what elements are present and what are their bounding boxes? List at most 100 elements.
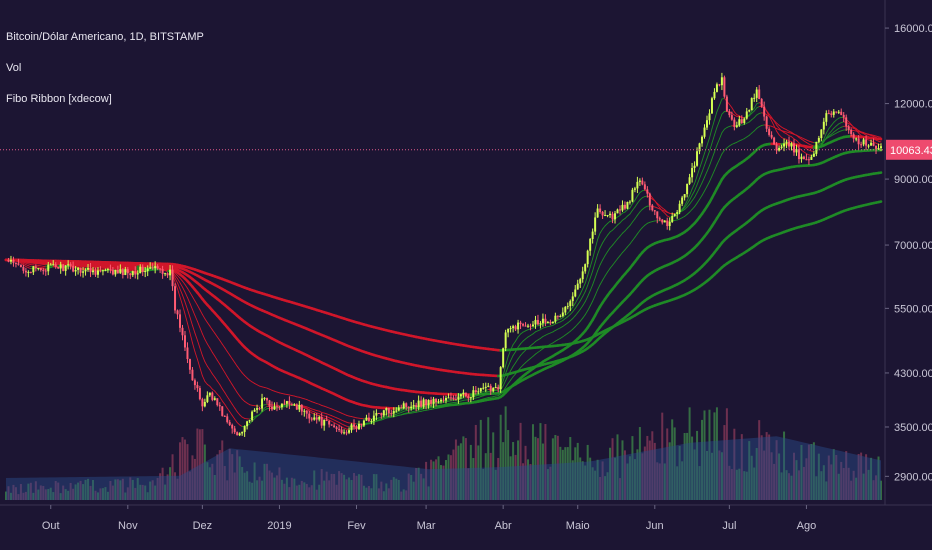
ribbon-segment-ema-34 [828, 135, 832, 138]
ribbon-segment-ema-34 [641, 224, 646, 229]
ribbon-segment-ema-8 [823, 132, 827, 140]
ribbon-segment-ema-34 [743, 136, 748, 140]
ribbon-segment-ema-13 [224, 392, 228, 398]
candle [554, 315, 557, 322]
volume-bar [522, 463, 525, 500]
ribbon-segment-ema-21 [554, 328, 559, 331]
ribbon-segment-ema-8 [507, 349, 512, 358]
candle [544, 318, 547, 323]
price-tag-box [886, 139, 932, 160]
ribbon-segment-ema-21 [512, 362, 517, 367]
candle [241, 431, 244, 434]
volume-bar [377, 488, 380, 500]
volume-bar [581, 461, 584, 500]
volume-bar [693, 449, 696, 500]
volume-bar [64, 489, 67, 500]
ribbon-segment-ema-13 [634, 202, 638, 208]
ribbon-segment-ema-13 [552, 323, 556, 326]
ribbon-segment-ema-21 [574, 312, 579, 317]
candle [218, 405, 221, 407]
ribbon-segment-ema-8 [691, 183, 696, 190]
candle [183, 335, 186, 348]
candle [730, 115, 733, 120]
candle [636, 181, 639, 189]
ribbon-segment-ema-34 [681, 215, 686, 219]
volume-bar [676, 466, 679, 500]
ribbon-segment-ema-8 [234, 418, 238, 423]
ribbon-segment-ema-13 [214, 376, 218, 382]
ribbon-segment-ema-21 [607, 247, 611, 253]
ribbon-segment-ema-34 [244, 375, 248, 379]
volume-bar [290, 477, 293, 500]
volume-bar [454, 439, 457, 500]
volume-bar [551, 438, 554, 500]
volume-bar [412, 481, 415, 500]
ribbon-segment-ema-13 [572, 308, 576, 313]
ribbon-segment-ema-21 [617, 235, 621, 240]
ribbon-segment-ema-13 [505, 366, 509, 374]
candle [745, 111, 748, 119]
candle [651, 205, 654, 211]
ribbon-segment-ema-8 [833, 119, 837, 123]
candle [188, 359, 191, 370]
volume-bar [216, 454, 219, 500]
symbol-title[interactable]: Bitcoin/Dólar Americano, 1D, BITSTAMP [6, 31, 204, 43]
ribbon-segment-ema-13 [704, 157, 708, 166]
volume-bar [502, 442, 505, 500]
volume-bar [618, 478, 621, 500]
candle [760, 98, 763, 107]
volume-bar [487, 417, 490, 500]
volume-bar [723, 425, 726, 500]
ribbon-segment-ema-13 [264, 408, 268, 411]
ribbon-segment-ema-21 [604, 251, 609, 257]
ribbon-segment-ema-21 [726, 125, 730, 129]
candle [57, 266, 60, 269]
ribbon-segment-ema-21 [318, 410, 323, 413]
candle [74, 269, 77, 272]
volume-bar [785, 470, 788, 500]
ribbon-segment-ema-21 [636, 211, 641, 216]
volume-bar [606, 472, 609, 500]
candle [238, 433, 241, 436]
candle [875, 145, 878, 149]
volume-bar [783, 431, 786, 500]
ribbon-segment-ema-13 [796, 139, 800, 144]
candle [534, 319, 537, 325]
ribbon-segment-ema-21 [723, 127, 728, 130]
candle [106, 269, 109, 271]
volume-bar [231, 454, 234, 500]
ribbon-segment-ema-8 [592, 248, 596, 260]
candle [788, 141, 791, 147]
ribbon-segment-ema-13 [771, 116, 775, 122]
ribbon-segment-ema-233 [877, 200, 883, 204]
ribbon-segment-ema-34 [206, 322, 211, 327]
ribbon-segment-ema-8 [706, 137, 710, 147]
ribbon-segment-ema-13 [709, 142, 713, 152]
volume-legend[interactable]: Vol [6, 62, 22, 74]
candle [646, 189, 649, 194]
volume-bar [360, 474, 363, 500]
volume-bar [857, 454, 860, 500]
y-tick-label: 7000.00 [894, 240, 932, 252]
candle [676, 212, 679, 214]
ribbon-segment-ema-8 [179, 296, 183, 306]
indicator-legend[interactable]: Fibo Ribbon [xdecow] [6, 93, 112, 105]
candle [842, 114, 845, 118]
x-tick-label: Dez [193, 520, 213, 532]
candle [703, 127, 706, 137]
volume-bar [288, 487, 291, 500]
candle [266, 397, 269, 401]
ribbon-segment-ema-34 [689, 208, 693, 213]
volume-bar [790, 475, 793, 500]
candle [405, 403, 408, 407]
ribbon-segment-ema-13 [239, 414, 243, 418]
ribbon-segment-ema-34 [539, 348, 544, 352]
ribbon-segment-ema-34 [544, 345, 549, 348]
ribbon-segment-ema-34 [614, 258, 618, 263]
ribbon-segment-ema-21 [681, 209, 686, 212]
ribbon-segment-ema-34 [574, 323, 579, 328]
ribbon-segment-ema-21 [602, 255, 606, 261]
ribbon-segment-ema-8 [639, 190, 643, 194]
volume-bar [221, 440, 224, 500]
